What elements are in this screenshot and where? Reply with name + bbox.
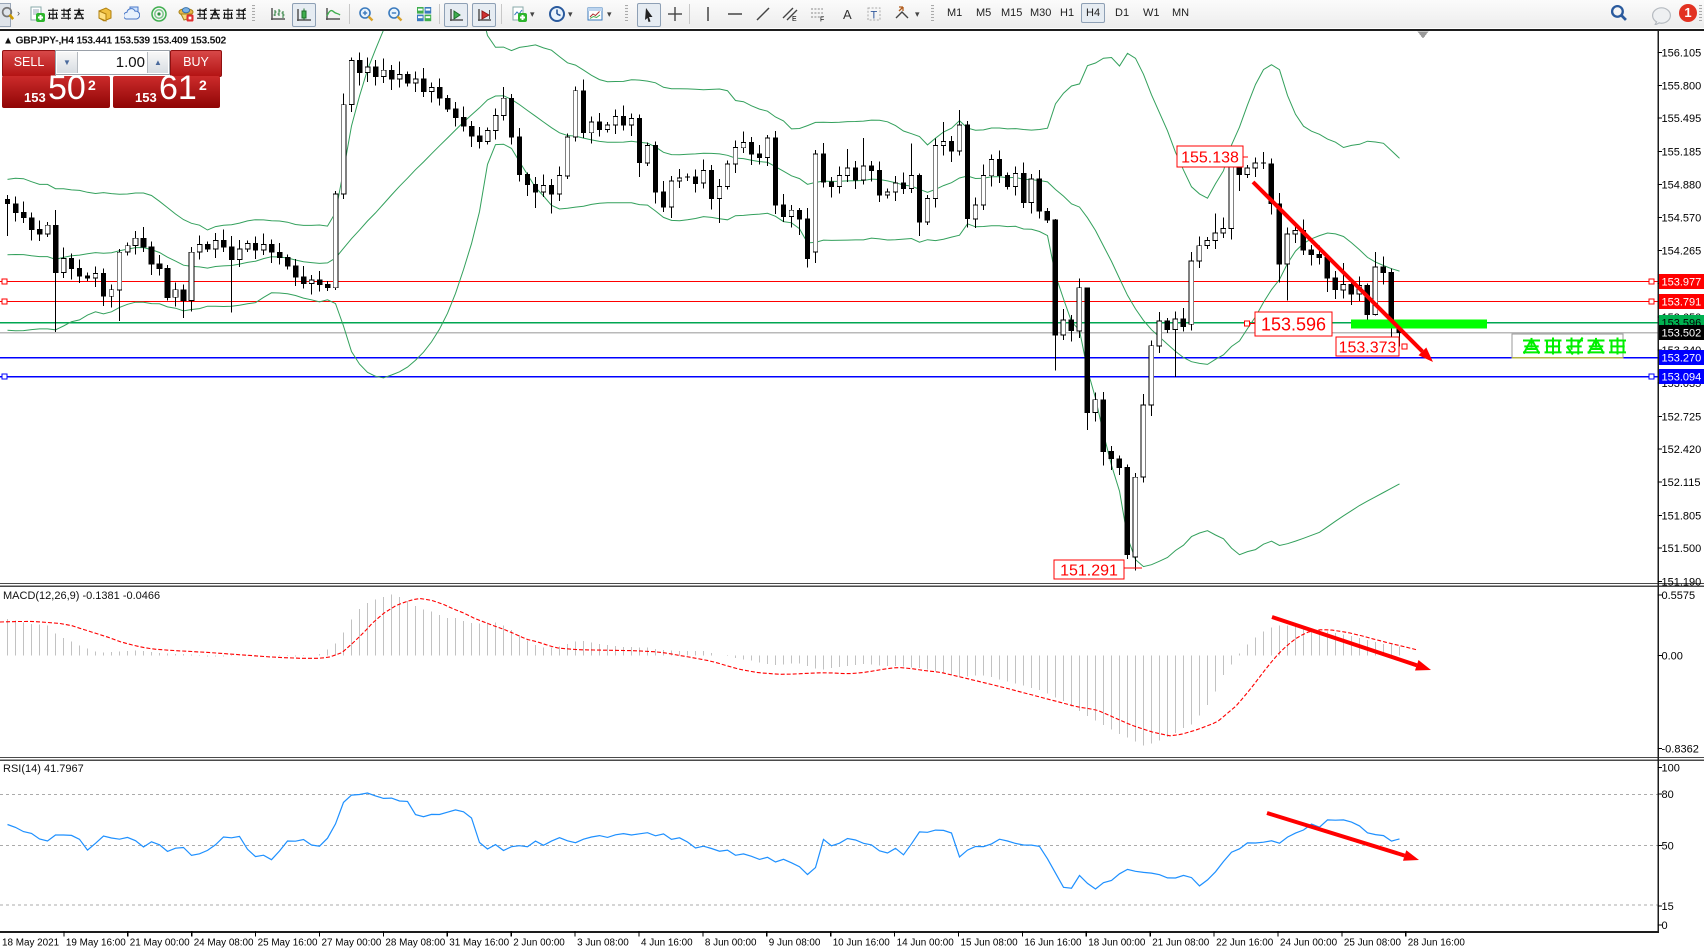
svg-text:RSI(14) 41.7967: RSI(14) 41.7967 [3,763,84,775]
svg-text:27 May 00:00: 27 May 00:00 [322,938,382,949]
svg-text:0.5575: 0.5575 [1662,590,1696,602]
svg-text:25 May 16:00: 25 May 16:00 [258,938,318,949]
svg-text:28 May 08:00: 28 May 08:00 [385,938,445,949]
svg-text:3 Jun 08:00: 3 Jun 08:00 [577,938,629,949]
svg-text:151.805: 151.805 [1662,510,1702,522]
svg-text:155.800: 155.800 [1662,80,1702,92]
svg-text:28 Jun 16:00: 28 Jun 16:00 [1408,938,1466,949]
svg-text:151.291: 151.291 [1060,562,1118,579]
svg-text:9 Jun 08:00: 9 Jun 08:00 [769,938,821,949]
svg-text:153.977: 153.977 [1662,277,1702,289]
svg-text:50: 50 [1662,840,1674,852]
svg-text:153.373: 153.373 [1339,339,1397,356]
svg-text:4 Jun 16:00: 4 Jun 16:00 [641,938,693,949]
svg-text:155.185: 155.185 [1662,147,1702,159]
svg-text:155.495: 155.495 [1662,113,1702,125]
svg-text:152.725: 152.725 [1662,411,1702,423]
svg-text:16 Jun 16:00: 16 Jun 16:00 [1024,938,1082,949]
svg-text:154.570: 154.570 [1662,213,1702,225]
svg-text:MACD(12,26,9) -0.1381 -0.0466: MACD(12,26,9) -0.1381 -0.0466 [3,590,160,602]
svg-text:153.596: 153.596 [1261,315,1326,335]
svg-text:22 Jun 16:00: 22 Jun 16:00 [1216,938,1274,949]
svg-text:T: T [871,10,878,22]
svg-text:153.270: 153.270 [1662,353,1702,365]
svg-text:19 May 16:00: 19 May 16:00 [66,938,126,949]
svg-text:8 Jun 00:00: 8 Jun 00:00 [705,938,757,949]
svg-text:▲ GBPJPY-,H4 153.441 153.539: ▲ GBPJPY-,H4 153.441 153.539 153.409 153… [3,36,227,47]
svg-text:0: 0 [1662,920,1668,932]
svg-text:-0.8362: -0.8362 [1662,744,1699,756]
svg-text:151.500: 151.500 [1662,543,1702,555]
svg-text:80: 80 [1662,789,1674,801]
svg-text:0.00: 0.00 [1662,650,1683,662]
svg-text:14 Jun 00:00: 14 Jun 00:00 [897,938,955,949]
svg-text:15: 15 [1662,901,1674,913]
svg-text:A: A [843,7,852,22]
svg-text:10 Jun 16:00: 10 Jun 16:00 [833,938,891,949]
svg-text:18 Jun 00:00: 18 Jun 00:00 [1088,938,1146,949]
svg-text:18 May 2021: 18 May 2021 [2,938,60,949]
svg-text:21 Jun 08:00: 21 Jun 08:00 [1152,938,1210,949]
svg-text:154.265: 154.265 [1662,246,1702,258]
svg-text:E: E [792,16,797,22]
svg-text:21 May 00:00: 21 May 00:00 [130,938,190,949]
svg-text:154.880: 154.880 [1662,179,1702,191]
svg-text:153.502: 153.502 [1662,328,1702,340]
svg-text:151.190: 151.190 [1662,577,1702,589]
svg-text:24 May 08:00: 24 May 08:00 [194,938,254,949]
svg-text:155.138: 155.138 [1181,149,1239,166]
svg-text:25 Jun 08:00: 25 Jun 08:00 [1344,938,1402,949]
svg-text:31 May 16:00: 31 May 16:00 [449,938,509,949]
svg-text:2 Jun 00:00: 2 Jun 00:00 [513,938,565,949]
svg-text:F: F [820,17,824,23]
svg-text:153.094: 153.094 [1662,372,1702,384]
svg-text:152.420: 152.420 [1662,444,1702,456]
svg-text:153.791: 153.791 [1662,297,1702,309]
svg-text:100: 100 [1662,762,1680,774]
svg-text:156.105: 156.105 [1662,47,1702,59]
svg-text:24 Jun 00:00: 24 Jun 00:00 [1280,938,1338,949]
svg-text:15 Jun 08:00: 15 Jun 08:00 [961,938,1019,949]
svg-text:152.115: 152.115 [1662,477,1701,489]
